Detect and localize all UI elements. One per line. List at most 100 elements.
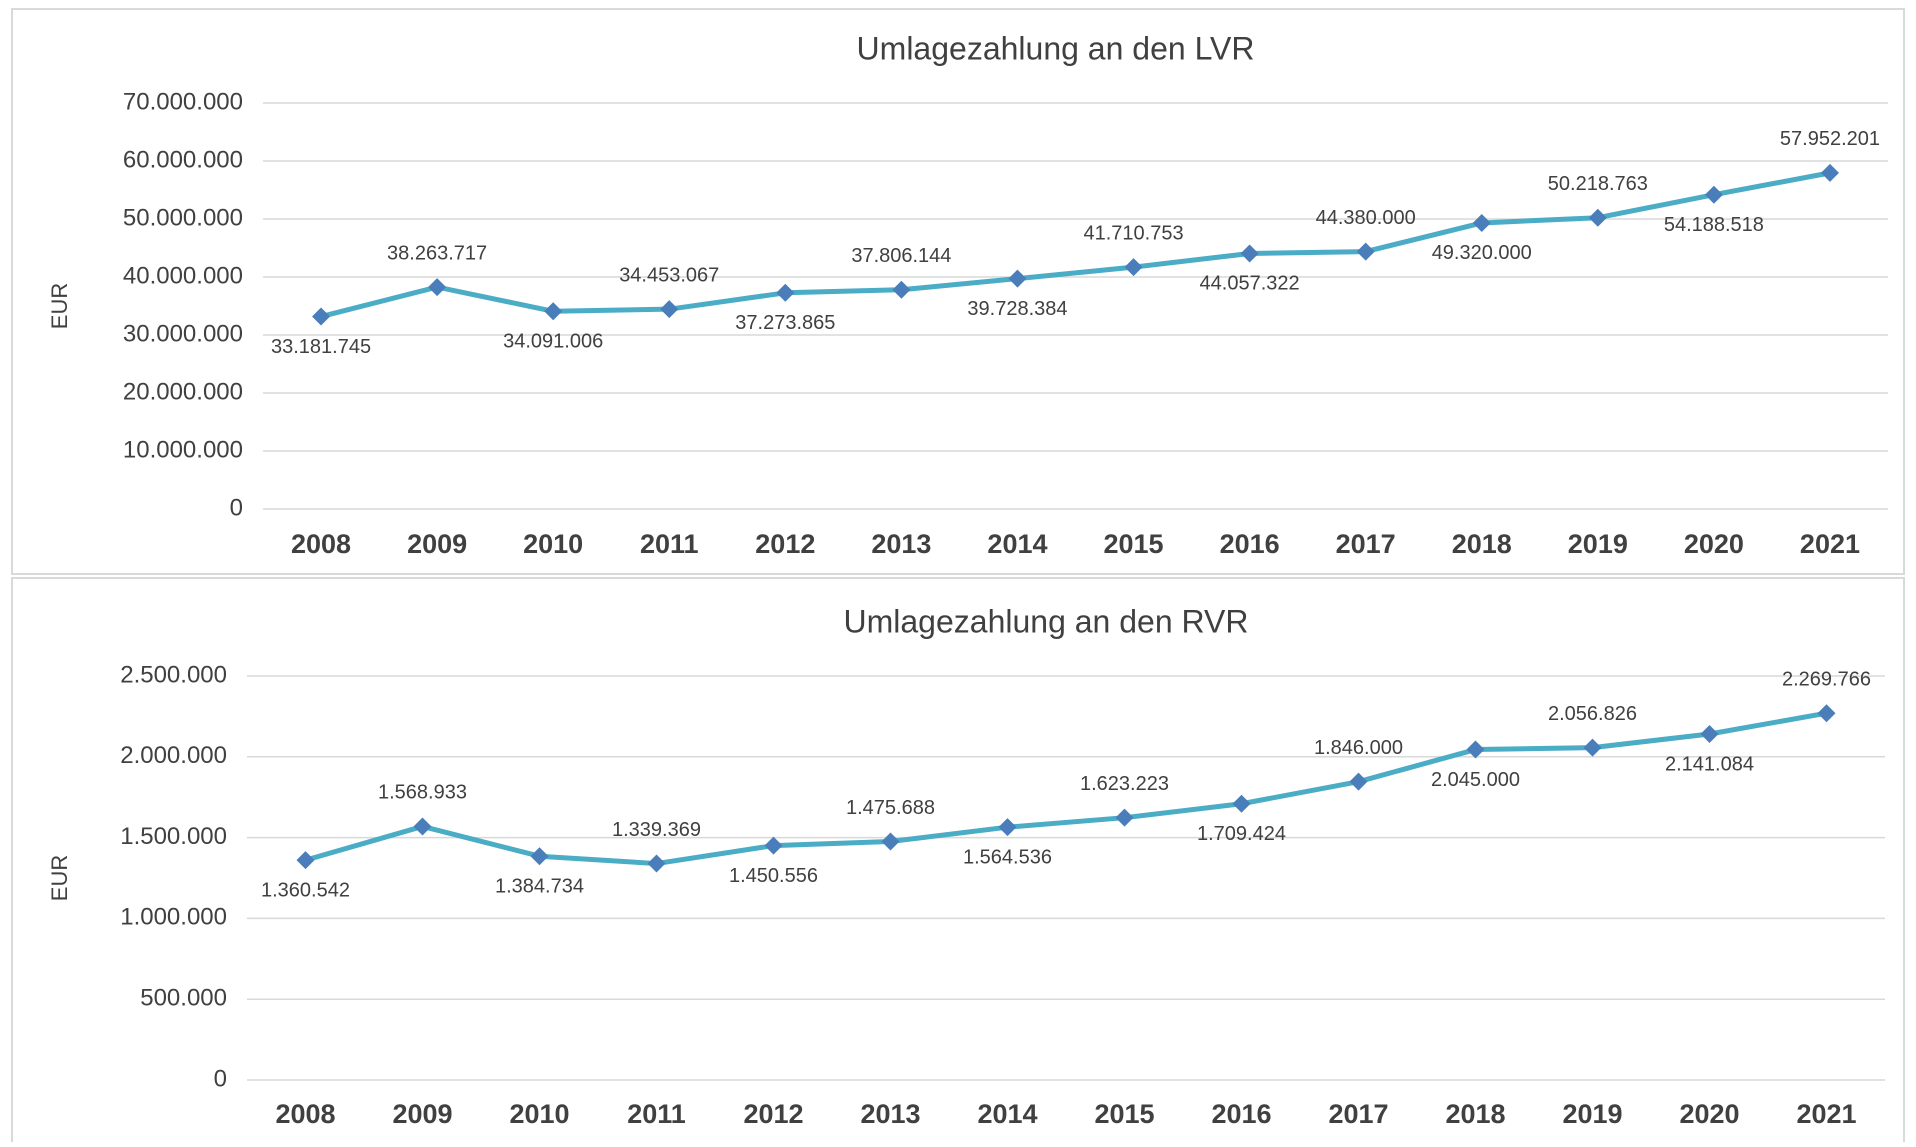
data-label: 1.475.688 <box>846 797 935 819</box>
data-label: 39.728.384 <box>967 298 1067 320</box>
y-tick-label: 500.000 <box>140 985 227 1012</box>
x-tick-label: 2010 <box>523 529 583 559</box>
y-tick-label: 60.000.000 <box>123 146 243 173</box>
x-tick-label: 2021 <box>1800 529 1860 559</box>
x-tick-label: 2014 <box>977 1099 1037 1129</box>
data-label: 1.568.933 <box>378 782 467 804</box>
x-tick-label: 2019 <box>1568 529 1628 559</box>
data-marker <box>428 278 447 297</box>
data-marker <box>1472 213 1491 232</box>
y-tick-label: 2.500.000 <box>120 661 227 688</box>
y-tick-label: 1.500.000 <box>120 823 227 850</box>
data-line <box>320 170 1831 319</box>
y-tick-label: 40.000.000 <box>123 262 243 289</box>
data-label: 1.360.542 <box>261 879 350 901</box>
data-marker <box>764 836 783 855</box>
data-marker <box>1588 208 1607 227</box>
x-tick-label: 2021 <box>1796 1099 1856 1129</box>
data-label: 57.952.201 <box>1780 128 1880 150</box>
data-label: 2.269.766 <box>1782 668 1871 690</box>
data-label: 50.218.763 <box>1548 173 1648 195</box>
data-marker <box>647 854 666 873</box>
data-marker <box>1115 808 1134 827</box>
data-label: 34.453.067 <box>619 264 719 286</box>
x-tick-label: 2013 <box>871 529 931 559</box>
data-marker <box>296 851 315 870</box>
data-marker <box>312 307 331 326</box>
y-tick-label: 1.000.000 <box>120 904 227 931</box>
data-label: 37.806.144 <box>851 245 951 267</box>
data-marker <box>1704 185 1723 204</box>
data-label: 44.057.322 <box>1200 273 1300 295</box>
data-marker <box>1356 242 1375 261</box>
x-tick-label: 2019 <box>1562 1099 1622 1129</box>
data-marker <box>1232 794 1251 813</box>
x-tick-label: 2013 <box>860 1099 920 1129</box>
data-marker <box>1124 258 1143 277</box>
data-label: 38.263.717 <box>387 242 487 264</box>
y-tick-label: 30.000.000 <box>123 320 243 347</box>
x-tick-label: 2017 <box>1336 529 1396 559</box>
x-tick-label: 2010 <box>509 1099 569 1129</box>
x-tick-label: 2012 <box>743 1099 803 1129</box>
y-tick-label: 50.000.000 <box>123 204 243 231</box>
x-tick-label: 2008 <box>291 529 351 559</box>
y-tick-label: 70.000.000 <box>123 88 243 115</box>
data-label: 2.056.826 <box>1548 703 1637 725</box>
data-label: 1.450.556 <box>729 865 818 887</box>
data-marker <box>1240 244 1259 263</box>
y-tick-label: 20.000.000 <box>123 378 243 405</box>
data-marker <box>1008 269 1027 288</box>
x-tick-label: 2014 <box>987 529 1047 559</box>
data-marker <box>1349 772 1368 791</box>
x-tick-label: 2011 <box>627 1099 686 1129</box>
panel-frame <box>11 8 1905 575</box>
y-axis-label: EUR <box>47 855 72 901</box>
data-label: 1.623.223 <box>1080 773 1169 795</box>
data-marker <box>530 847 549 866</box>
data-label: 34.091.006 <box>503 331 603 353</box>
x-tick-label: 2012 <box>755 529 815 559</box>
chart-title: Umlagezahlung an den RVR <box>844 603 1249 639</box>
x-tick-label: 2009 <box>407 529 467 559</box>
data-marker <box>660 300 679 319</box>
data-label: 33.181.745 <box>271 336 371 358</box>
x-tick-label: 2016 <box>1220 529 1280 559</box>
data-label: 2.141.084 <box>1665 753 1754 775</box>
data-label: 37.273.865 <box>735 312 835 334</box>
data-label: 54.188.518 <box>1664 214 1764 236</box>
data-label: 1.709.424 <box>1197 823 1286 845</box>
data-marker <box>413 817 432 836</box>
x-tick-label: 2008 <box>275 1099 335 1129</box>
x-tick-label: 2018 <box>1445 1099 1505 1129</box>
x-tick-label: 2011 <box>640 529 699 559</box>
x-tick-label: 2015 <box>1094 1099 1154 1129</box>
data-marker <box>1583 738 1602 757</box>
y-tick-label: 0 <box>214 1065 227 1092</box>
x-tick-label: 2018 <box>1452 529 1512 559</box>
data-label: 49.320.000 <box>1432 242 1532 264</box>
data-label: 1.564.536 <box>963 846 1052 868</box>
data-marker <box>892 280 911 299</box>
data-label: 1.339.369 <box>612 819 701 841</box>
y-tick-label: 10.000.000 <box>123 436 243 463</box>
data-marker <box>544 302 563 321</box>
data-marker <box>1820 163 1839 182</box>
data-label: 1.846.000 <box>1314 737 1403 759</box>
data-label: 41.710.753 <box>1083 222 1183 244</box>
data-marker <box>1817 704 1836 723</box>
data-marker <box>776 283 795 302</box>
x-tick-label: 2009 <box>392 1099 452 1129</box>
y-tick-label: 2.000.000 <box>120 742 227 769</box>
x-tick-label: 2015 <box>1103 529 1163 559</box>
data-marker <box>881 832 900 851</box>
chart-title: Umlagezahlung an den LVR <box>857 30 1255 66</box>
data-marker <box>1700 725 1719 744</box>
data-line <box>304 710 1827 867</box>
data-label: 2.045.000 <box>1431 769 1520 791</box>
panel-frame <box>11 577 1905 1147</box>
data-label: 44.380.000 <box>1316 207 1416 229</box>
y-axis-label: EUR <box>47 283 72 329</box>
